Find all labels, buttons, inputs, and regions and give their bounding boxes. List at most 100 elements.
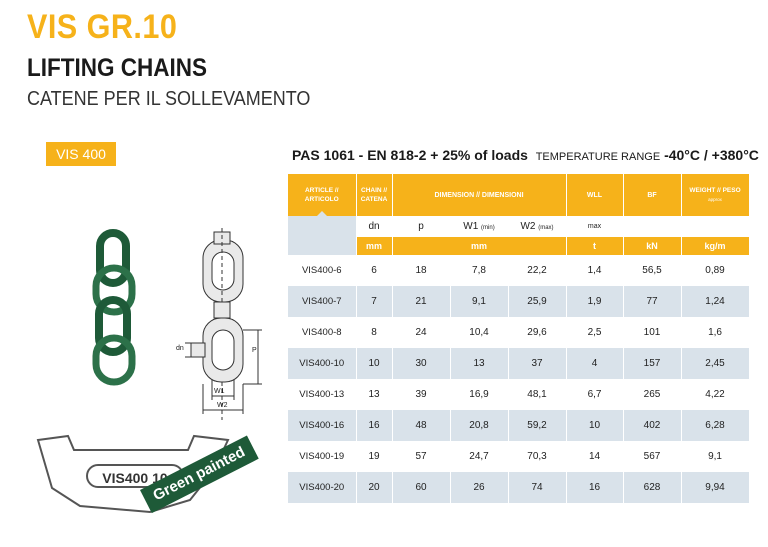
table-row: VIS400-16 16 48 20,8 59,2 10 402 6,28	[288, 410, 750, 441]
cell-w1: 7,8	[450, 255, 509, 286]
cell-w1: 16,9	[450, 379, 509, 410]
cell-w1: 9,1	[450, 286, 509, 317]
link-drawing-icon	[185, 228, 262, 420]
cell-bf: 77	[623, 286, 682, 317]
cell-bf: 56,5	[623, 255, 682, 286]
unit-chain: mm	[356, 237, 393, 255]
cell-p: 39	[392, 379, 451, 410]
cell-p: 21	[392, 286, 451, 317]
unit-wll: t	[566, 237, 624, 255]
table-row: VIS400-19 19 57 24,7 70,3 14 567 9,1	[288, 441, 750, 472]
symbol-bf-blank	[623, 216, 682, 237]
unit-dimension: mm	[392, 237, 567, 255]
cell-p: 57	[392, 441, 451, 472]
table-symbol-row: dn p W1 (min) W2 (max) max	[288, 216, 750, 255]
cell-weight: 4,22	[681, 379, 750, 410]
cell-article: VIS400-8	[288, 317, 357, 348]
cell-w2: 29,6	[508, 317, 567, 348]
cell-article: VIS400-20	[288, 472, 357, 503]
cell-bf: 567	[623, 441, 682, 472]
cell-wll: 1,9	[566, 286, 624, 317]
cell-weight: 0,89	[681, 255, 750, 286]
cell-w1: 26	[450, 472, 509, 503]
green-chain-icon	[92, 229, 136, 386]
cell-article: VIS400-10	[288, 348, 357, 379]
table-row: VIS400-8 8 24 10,4 29,6 2,5 101 1,6	[288, 317, 750, 348]
cell-w2: 25,9	[508, 286, 567, 317]
page-subtitle-italian: CATENE PER IL SOLLEVAMENTO	[27, 88, 311, 110]
cell-weight: 9,1	[681, 441, 750, 472]
cell-w1: 10,4	[450, 317, 509, 348]
cell-dn: 13	[356, 379, 393, 410]
cell-dn: 20	[356, 472, 393, 503]
dim-w2-label: W2	[217, 402, 228, 409]
cell-p: 60	[392, 472, 451, 503]
page-title: VIS GR.10	[27, 8, 178, 46]
cell-w2: 59,2	[508, 410, 567, 441]
cell-article: VIS400-19	[288, 441, 357, 472]
cell-weight: 1,6	[681, 317, 750, 348]
unit-weight: kg/m	[681, 237, 750, 255]
cell-w2: 74	[508, 472, 567, 503]
cell-dn: 16	[356, 410, 393, 441]
cell-p: 18	[392, 255, 451, 286]
cell-article: VIS400-16	[288, 410, 357, 441]
table-row: VIS400-6 6 18 7,8 22,2 1,4 56,5 0,89	[288, 255, 750, 286]
cell-w2: 22,2	[508, 255, 567, 286]
cell-dn: 10	[356, 348, 393, 379]
cell-wll: 2,5	[566, 317, 624, 348]
unit-bf: kN	[623, 237, 682, 255]
table-row: VIS400-13 13 39 16,9 48,1 6,7 265 4,22	[288, 379, 750, 410]
table-header-row: ARTICLE // ARTICOLO CHAIN // CATENA DIME…	[288, 174, 750, 217]
cell-bf: 402	[623, 410, 682, 441]
cell-w1: 13	[450, 348, 509, 379]
cell-wll: 6,7	[566, 379, 624, 410]
table-row: VIS400-10 10 30 13 37 4 157 2,45	[288, 348, 750, 379]
symbol-w1: W1 (min)	[450, 216, 509, 237]
cell-w2: 37	[508, 348, 567, 379]
spec-table: ARTICLE // ARTICOLO CHAIN // CATENA DIME…	[288, 174, 750, 503]
dim-dn-label: dn	[176, 345, 184, 352]
cell-w2: 70,3	[508, 441, 567, 472]
page-subtitle: LIFTING CHAINS	[27, 54, 207, 82]
symbol-w2: W2 (max)	[508, 216, 567, 237]
dim-w1-label: W1	[214, 388, 225, 395]
cell-p: 48	[392, 410, 451, 441]
cell-weight: 9,94	[681, 472, 750, 503]
header-wll: WLL	[566, 174, 624, 216]
table-row: VIS400-7 7 21 9,1 25,9 1,9 77 1,24	[288, 286, 750, 317]
symbol-article-blank	[288, 216, 357, 255]
cell-wll: 10	[566, 410, 624, 441]
temperature-value: -40°C / +380°C	[664, 147, 759, 163]
cell-wll: 4	[566, 348, 624, 379]
cell-dn: 6	[356, 255, 393, 286]
standard-text: PAS 1061 - EN 818-2 + 25% of loads	[292, 147, 528, 163]
cell-bf: 157	[623, 348, 682, 379]
table-unit-row: mm mm t kN kg/m	[288, 237, 750, 255]
cell-article: VIS400-13	[288, 379, 357, 410]
symbol-weight-blank	[681, 216, 750, 237]
cell-w1: 20,8	[450, 410, 509, 441]
header-article: ARTICLE // ARTICOLO	[288, 174, 357, 217]
symbol-wll: max	[566, 216, 624, 237]
cell-w2: 48,1	[508, 379, 567, 410]
cell-dn: 7	[356, 286, 393, 317]
cell-dn: 8	[356, 317, 393, 348]
cell-wll: 16	[566, 472, 624, 503]
cell-article: VIS400-6	[288, 255, 357, 286]
cell-weight: 2,45	[681, 348, 750, 379]
temperature-label: TEMPERATURE RANGE	[535, 151, 661, 163]
cell-p: 30	[392, 348, 451, 379]
header-chain: CHAIN // CATENA	[356, 174, 393, 216]
dim-p-label: P	[252, 347, 257, 354]
header-bf: BF	[623, 174, 682, 216]
cell-wll: 1,4	[566, 255, 624, 286]
symbol-p: p	[392, 216, 451, 237]
cell-dn: 19	[356, 441, 393, 472]
cell-bf: 101	[623, 317, 682, 348]
cell-bf: 628	[623, 472, 682, 503]
symbol-dn: dn	[356, 216, 393, 237]
cell-wll: 14	[566, 441, 624, 472]
standards-headline: PAS 1061 - EN 818-2 + 25% of loads TEMPE…	[292, 147, 759, 163]
cell-p: 24	[392, 317, 451, 348]
